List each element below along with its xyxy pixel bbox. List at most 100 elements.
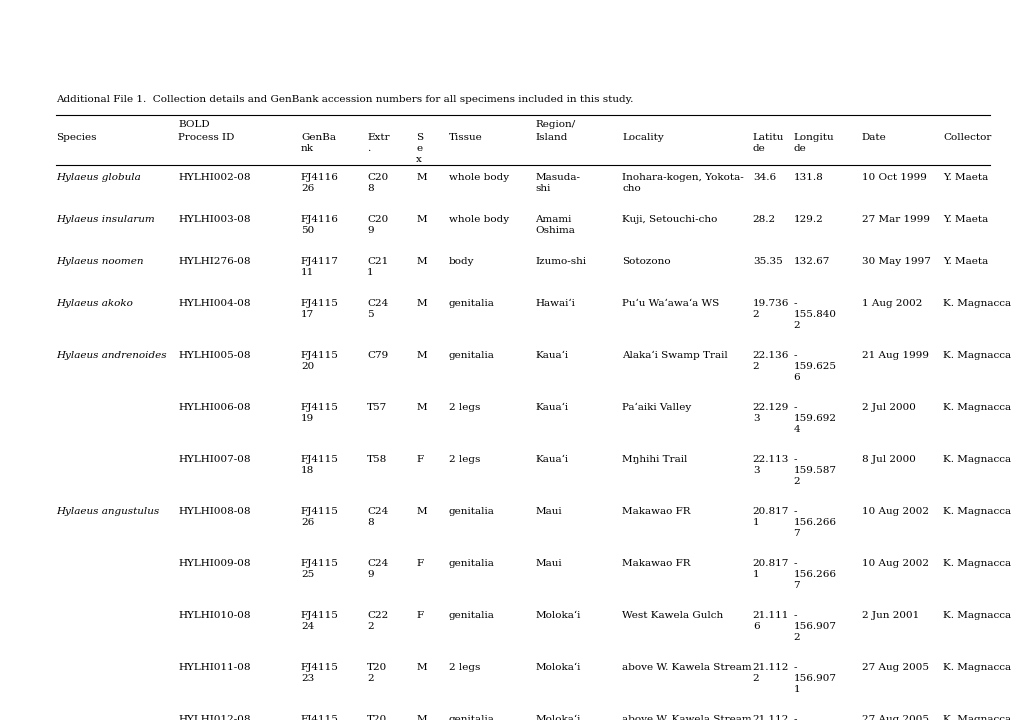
Text: Hawaiʻi: Hawaiʻi bbox=[535, 299, 575, 308]
Text: Maui: Maui bbox=[535, 507, 561, 516]
Text: Paʻaiki Valley: Paʻaiki Valley bbox=[622, 403, 691, 413]
Text: Alakaʻi Swamp Trail: Alakaʻi Swamp Trail bbox=[622, 351, 728, 360]
Text: Hylaeus akoko: Hylaeus akoko bbox=[56, 299, 132, 308]
Text: 19.736
2: 19.736 2 bbox=[752, 299, 789, 319]
Text: Kauaʻi: Kauaʻi bbox=[535, 351, 568, 360]
Text: FJ4115
20: FJ4115 20 bbox=[301, 351, 338, 371]
Text: GenBa
nk: GenBa nk bbox=[301, 133, 335, 153]
Text: M: M bbox=[416, 507, 426, 516]
Text: Makawao FR: Makawao FR bbox=[622, 507, 690, 516]
Text: Kuji, Setouchi-cho: Kuji, Setouchi-cho bbox=[622, 215, 717, 224]
Text: Island: Island bbox=[535, 133, 568, 142]
Text: HYLHI011-08: HYLHI011-08 bbox=[178, 663, 251, 672]
Text: C79: C79 bbox=[367, 351, 388, 360]
Text: 20.817
1: 20.817 1 bbox=[752, 507, 789, 527]
Text: T58: T58 bbox=[367, 455, 387, 464]
Text: 21.112
2: 21.112 2 bbox=[752, 715, 789, 720]
Text: 20.817
1: 20.817 1 bbox=[752, 559, 789, 579]
Text: 28.2: 28.2 bbox=[752, 215, 775, 224]
Text: K. Magnacca: K. Magnacca bbox=[943, 611, 1011, 620]
Text: 34.6: 34.6 bbox=[752, 173, 775, 182]
Text: whole body: whole body bbox=[448, 173, 508, 182]
Text: FJ4116
50: FJ4116 50 bbox=[301, 215, 338, 235]
Text: Process ID: Process ID bbox=[178, 133, 234, 142]
Text: Collector: Collector bbox=[943, 133, 990, 142]
Text: -
159.587
2: - 159.587 2 bbox=[793, 455, 836, 486]
Text: 35.35: 35.35 bbox=[752, 257, 782, 266]
Text: FJ4115
19: FJ4115 19 bbox=[301, 403, 338, 423]
Text: HYLHI003-08: HYLHI003-08 bbox=[178, 215, 251, 224]
Text: K. Magnacca: K. Magnacca bbox=[943, 715, 1011, 720]
Text: C24
9: C24 9 bbox=[367, 559, 388, 579]
Text: Latitu
de: Latitu de bbox=[752, 133, 784, 153]
Text: C20
8: C20 8 bbox=[367, 173, 388, 193]
Text: F: F bbox=[416, 455, 423, 464]
Text: BOLD: BOLD bbox=[178, 120, 210, 129]
Text: Maui: Maui bbox=[535, 559, 561, 568]
Text: Locality: Locality bbox=[622, 133, 663, 142]
Text: Hylaeus insularum: Hylaeus insularum bbox=[56, 215, 155, 224]
Text: FJ4115
26: FJ4115 26 bbox=[301, 507, 338, 527]
Text: HYLHI276-08: HYLHI276-08 bbox=[178, 257, 251, 266]
Text: West Kawela Gulch: West Kawela Gulch bbox=[622, 611, 722, 620]
Text: 8 Jul 2000: 8 Jul 2000 bbox=[861, 455, 915, 464]
Text: K. Magnacca: K. Magnacca bbox=[943, 455, 1011, 464]
Text: body: body bbox=[448, 257, 474, 266]
Text: K. Magnacca: K. Magnacca bbox=[943, 559, 1011, 568]
Text: Kauaʻi: Kauaʻi bbox=[535, 455, 568, 464]
Text: 2 Jun 2001: 2 Jun 2001 bbox=[861, 611, 918, 620]
Text: C24
8: C24 8 bbox=[367, 507, 388, 527]
Text: genitalia: genitalia bbox=[448, 611, 494, 620]
Text: FJ4115
17: FJ4115 17 bbox=[301, 299, 338, 319]
Text: 2 legs: 2 legs bbox=[448, 455, 480, 464]
Text: C24
5: C24 5 bbox=[367, 299, 388, 319]
Text: HYLHI002-08: HYLHI002-08 bbox=[178, 173, 251, 182]
Text: 21.112
2: 21.112 2 bbox=[752, 663, 789, 683]
Text: M: M bbox=[416, 403, 426, 412]
Text: genitalia: genitalia bbox=[448, 559, 494, 568]
Text: above W. Kawela Stream: above W. Kawela Stream bbox=[622, 663, 751, 672]
Text: Species: Species bbox=[56, 133, 97, 142]
Text: FJ4115
25: FJ4115 25 bbox=[301, 559, 338, 579]
Text: FJ4117
11: FJ4117 11 bbox=[301, 257, 338, 277]
Text: Izumo-shi: Izumo-shi bbox=[535, 257, 586, 266]
Text: Mŋhihi Trail: Mŋhihi Trail bbox=[622, 455, 687, 464]
Text: 2 Jul 2000: 2 Jul 2000 bbox=[861, 403, 915, 412]
Text: 10 Oct 1999: 10 Oct 1999 bbox=[861, 173, 926, 182]
Text: Tissue: Tissue bbox=[448, 133, 482, 142]
Text: Region/: Region/ bbox=[535, 120, 575, 129]
Text: 1 Aug 2002: 1 Aug 2002 bbox=[861, 299, 921, 308]
Text: 131.8: 131.8 bbox=[793, 173, 822, 182]
Text: M: M bbox=[416, 663, 426, 672]
Text: -
155.840
2: - 155.840 2 bbox=[793, 299, 836, 330]
Text: M: M bbox=[416, 299, 426, 308]
Text: Masuda-
shi: Masuda- shi bbox=[535, 173, 580, 193]
Text: F: F bbox=[416, 611, 423, 620]
Text: Molokaʻi: Molokaʻi bbox=[535, 715, 580, 720]
Text: HYLHI012-08: HYLHI012-08 bbox=[178, 715, 251, 720]
Text: Y. Maeta: Y. Maeta bbox=[943, 257, 987, 266]
Text: HYLHI004-08: HYLHI004-08 bbox=[178, 299, 251, 308]
Text: T20
3: T20 3 bbox=[367, 715, 387, 720]
Text: genitalia: genitalia bbox=[448, 299, 494, 308]
Text: Sotozono: Sotozono bbox=[622, 257, 671, 266]
Text: T57: T57 bbox=[367, 403, 387, 412]
Text: above W. Kawela Stream: above W. Kawela Stream bbox=[622, 715, 751, 720]
Text: 10 Aug 2002: 10 Aug 2002 bbox=[861, 559, 928, 568]
Text: -
159.625
6: - 159.625 6 bbox=[793, 351, 836, 382]
Text: 129.2: 129.2 bbox=[793, 215, 822, 224]
Text: 132.67: 132.67 bbox=[793, 257, 829, 266]
Text: K. Magnacca: K. Magnacca bbox=[943, 663, 1011, 672]
Text: FJ4115
23: FJ4115 23 bbox=[301, 663, 338, 683]
Text: genitalia: genitalia bbox=[448, 351, 494, 360]
Text: Puʻu Waʻawaʻa WS: Puʻu Waʻawaʻa WS bbox=[622, 299, 718, 308]
Text: HYLHI009-08: HYLHI009-08 bbox=[178, 559, 251, 568]
Text: 10 Aug 2002: 10 Aug 2002 bbox=[861, 507, 928, 516]
Text: Extr
.: Extr . bbox=[367, 133, 389, 153]
Text: 22.136
2: 22.136 2 bbox=[752, 351, 789, 371]
Text: Kauaʻi: Kauaʻi bbox=[535, 403, 568, 412]
Text: Molokaʻi: Molokaʻi bbox=[535, 663, 580, 672]
Text: Hylaeus globula: Hylaeus globula bbox=[56, 173, 141, 182]
Text: -
159.692
4: - 159.692 4 bbox=[793, 403, 836, 434]
Text: 2 legs: 2 legs bbox=[448, 663, 480, 672]
